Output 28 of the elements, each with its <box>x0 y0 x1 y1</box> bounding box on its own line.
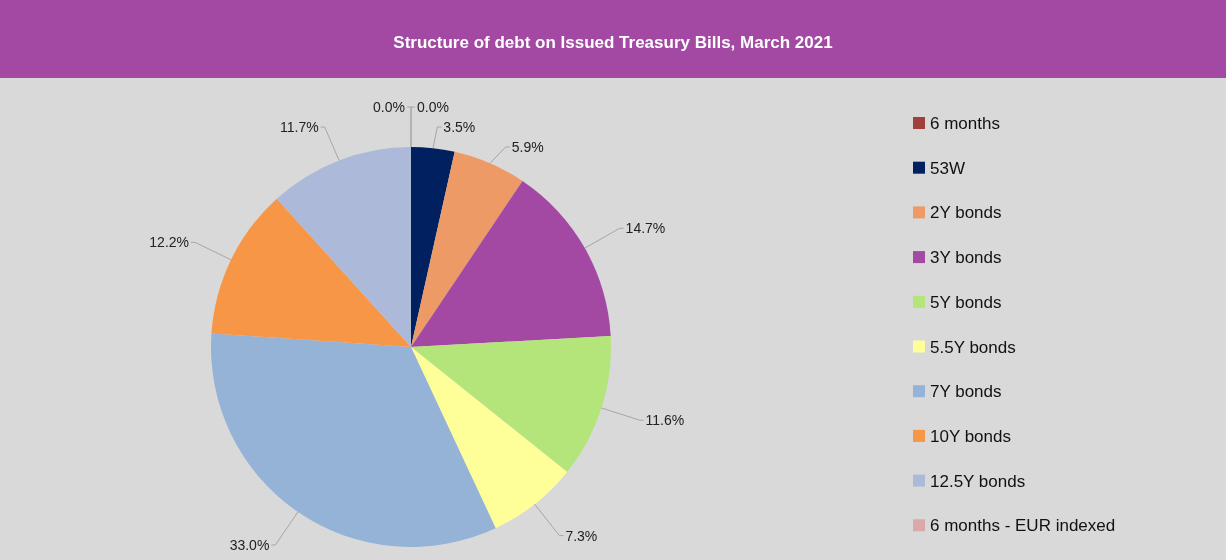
legend-label: 5.5Y bonds <box>930 337 1016 357</box>
chart-title: Structure of debt on Issued Treasury Bills, March 2021 <box>393 33 833 52</box>
legend-label: 3Y bonds <box>930 248 1002 268</box>
legend-label: 10Y bonds <box>930 426 1011 446</box>
data-label: 12.2% <box>149 234 190 251</box>
pie-slice <box>411 336 611 472</box>
pie-slice <box>411 347 568 529</box>
pie-slice <box>411 151 523 347</box>
pie-slice <box>411 180 611 347</box>
data-label: 11.7% <box>280 119 319 135</box>
legend-label: 6 months <box>930 114 1000 133</box>
legend-label: 2Y bonds <box>930 203 1002 223</box>
data-label: 7.3% <box>565 527 598 544</box>
data-label: 14.7% <box>625 220 666 237</box>
text: 0.0% <box>417 99 449 115</box>
legend-label: 12.5Y bonds <box>930 471 1026 491</box>
pie-slice <box>211 198 411 347</box>
data-label: 11.6% <box>645 412 685 429</box>
pie-slice <box>411 147 455 347</box>
legend-label: 6 months - EUR indexed <box>930 516 1116 536</box>
data-label: 3.5% <box>443 119 476 135</box>
legend-label: 5Y bonds <box>930 292 1002 312</box>
legend-label: 7Y bonds <box>930 382 1002 402</box>
text: 0.0% <box>373 99 405 115</box>
data-label: 5.9% <box>511 139 544 155</box>
pie-slice <box>276 147 411 347</box>
legend-label: 53W <box>930 158 965 178</box>
data-label: 33.0% <box>229 536 270 553</box>
